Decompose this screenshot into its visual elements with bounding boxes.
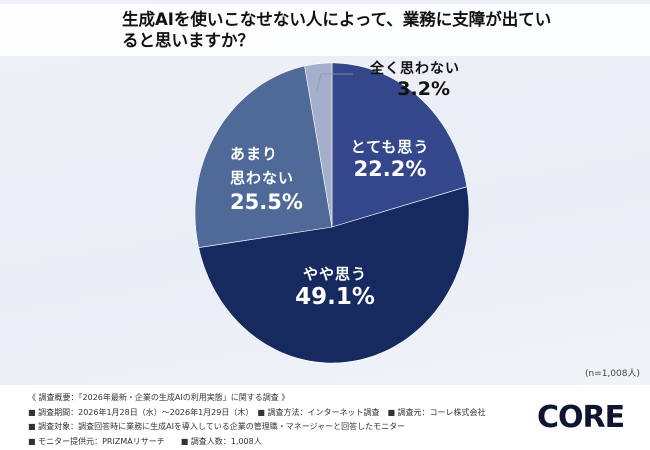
slice-label-1: やや思う 49.1% [275,263,395,310]
survey-notes: 《 調査概要：「2026年最新・企業の生成AIの利用実態」に関する調査 》 ■ … [28,391,486,449]
percent-label: 3.2% [397,78,450,100]
note-line: ■ 調査期間：2026年1月28日（水）～2026年1月29日（木） ■ 調査方… [28,407,486,417]
core-logo: CORE [537,400,625,435]
leader-line [316,73,353,92]
category-label: やや思う [302,265,367,283]
pie-slice-2 [194,65,333,248]
percent-label: 49.1% [295,284,375,310]
note-line: ■ モニター提供元：PRIZMAリサーチ ■ 調査人数：1,008人 [28,436,262,446]
percent-label: 25.5% [230,190,303,214]
slice-label-3: 全く思わない 3.2% [360,58,460,100]
slice-label-2: あまり 思わない 25.5% [230,142,303,214]
category-label: 思わない [230,169,295,187]
chart-title: 生成AIを使いこなせない人によって、業務に支障が出ていると思いますか？ [122,10,552,50]
category-label: あまり [230,145,279,163]
title-box [0,4,650,56]
pie-slice-3 [304,62,333,228]
percent-label: 22.2% [353,157,427,181]
slice-label-0: とても思う 22.2% [340,136,440,181]
note-line: ■ 調査対象：調査回答時に業務に生成AIを導入している企業の管理職・マネージャー… [28,422,406,431]
pie-slice-1 [198,186,470,364]
category-label: とても思う [350,138,430,156]
category-label: 全く思わない [370,61,460,77]
sample-size: (n=1,008人) [584,369,640,379]
note-line: 《 調査概要：「2026年最新・企業の生成AIの利用実態」に関する調査 》 [28,393,290,402]
pie-slice-0 [331,62,468,228]
